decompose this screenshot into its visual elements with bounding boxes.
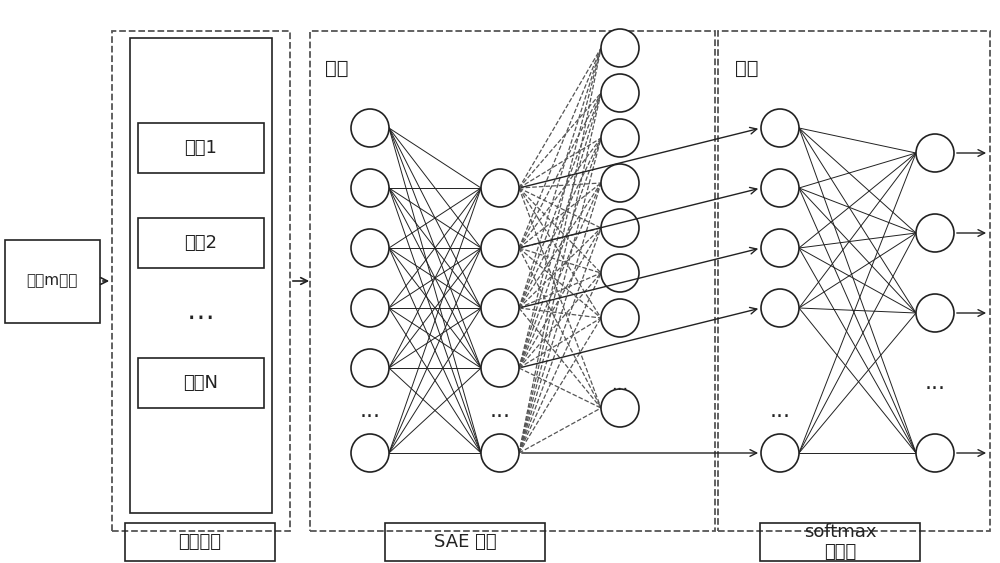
Text: softmax
分类器: softmax 分类器 <box>804 522 876 561</box>
Circle shape <box>351 109 389 147</box>
Circle shape <box>481 349 519 387</box>
Text: 样本N: 样本N <box>183 374 218 392</box>
Circle shape <box>351 289 389 327</box>
Bar <box>760 523 920 561</box>
Circle shape <box>761 289 799 327</box>
Circle shape <box>761 434 799 472</box>
Circle shape <box>351 434 389 472</box>
Bar <box>112 31 290 531</box>
Bar <box>138 358 264 408</box>
Circle shape <box>481 229 519 267</box>
Text: 含噭m序列: 含噭m序列 <box>26 274 78 288</box>
Bar <box>718 31 990 531</box>
Circle shape <box>601 389 639 427</box>
Circle shape <box>601 254 639 292</box>
Bar <box>310 31 715 531</box>
Circle shape <box>481 169 519 207</box>
Circle shape <box>916 434 954 472</box>
Circle shape <box>601 299 639 337</box>
Circle shape <box>481 434 519 472</box>
Text: SAE 网络: SAE 网络 <box>434 533 496 551</box>
Circle shape <box>481 289 519 327</box>
Circle shape <box>351 229 389 267</box>
Text: 样本构造: 样本构造 <box>178 533 222 551</box>
Circle shape <box>601 119 639 157</box>
Circle shape <box>916 134 954 172</box>
Text: ...: ... <box>360 401 380 421</box>
Text: ...: ... <box>611 376 629 394</box>
Bar <box>385 523 545 561</box>
Circle shape <box>601 209 639 247</box>
Bar <box>5 240 100 323</box>
Bar <box>130 38 272 513</box>
Text: ⋯: ⋯ <box>187 304 215 332</box>
Text: 样本1: 样本1 <box>185 139 217 157</box>
Circle shape <box>351 349 389 387</box>
Circle shape <box>601 74 639 112</box>
Bar <box>125 523 275 561</box>
Text: ...: ... <box>770 401 790 421</box>
Text: 输入: 输入 <box>325 59 349 78</box>
Bar <box>138 218 264 268</box>
Circle shape <box>761 229 799 267</box>
Circle shape <box>601 164 639 202</box>
Circle shape <box>351 169 389 207</box>
Circle shape <box>761 109 799 147</box>
Circle shape <box>916 214 954 252</box>
Circle shape <box>761 169 799 207</box>
Circle shape <box>916 294 954 332</box>
Text: 输出: 输出 <box>735 59 759 78</box>
Bar <box>138 123 264 173</box>
Text: ...: ... <box>490 401 511 421</box>
Text: 样本2: 样本2 <box>184 234 217 252</box>
Circle shape <box>601 29 639 67</box>
Text: ...: ... <box>924 373 946 393</box>
